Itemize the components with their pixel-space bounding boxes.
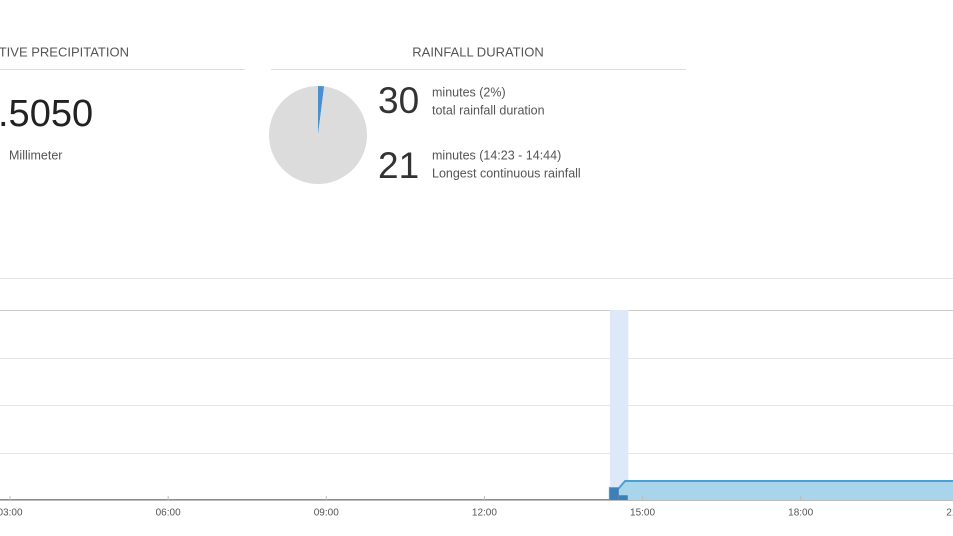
pie (268, 86, 368, 184)
grid (0, 278, 953, 454)
stat-value: 21 (378, 145, 419, 186)
x-tick-label: 15:00 (630, 508, 655, 519)
precipitation-value: .5050 (0, 93, 93, 135)
highlight-band (609, 310, 629, 500)
x-tick-label: 21:00 (946, 508, 953, 519)
stat-label: total rainfall duration (432, 103, 545, 117)
chart: 03:00 06:00 09:00 12:00 15:00 18:00 21:00 (0, 310, 953, 519)
x-tick-label: 12:00 (472, 508, 497, 519)
pie-slice (318, 86, 325, 135)
stat-label: minutes (2%) (432, 85, 506, 99)
x-tick-label: 09:00 (314, 508, 339, 519)
area (0, 481, 953, 500)
panel-title: RAINFALL DURATION (412, 44, 543, 59)
stat-label: minutes (14:23 - 14:44) (432, 148, 561, 162)
bar (618, 495, 628, 500)
stat-label: Longest continuous rainfall (432, 166, 581, 180)
stat-value: 30 (378, 80, 419, 121)
panel-title: ATIVE PRECIPITATION (0, 44, 129, 59)
x-tick-label: 06:00 (156, 508, 181, 519)
x-tick-label: 03:00 (0, 508, 23, 519)
precipitation-unit: Millimeter (9, 148, 62, 162)
bar (609, 488, 619, 500)
x-tick-label: 18:00 (788, 508, 813, 519)
pie-slice (268, 86, 368, 184)
